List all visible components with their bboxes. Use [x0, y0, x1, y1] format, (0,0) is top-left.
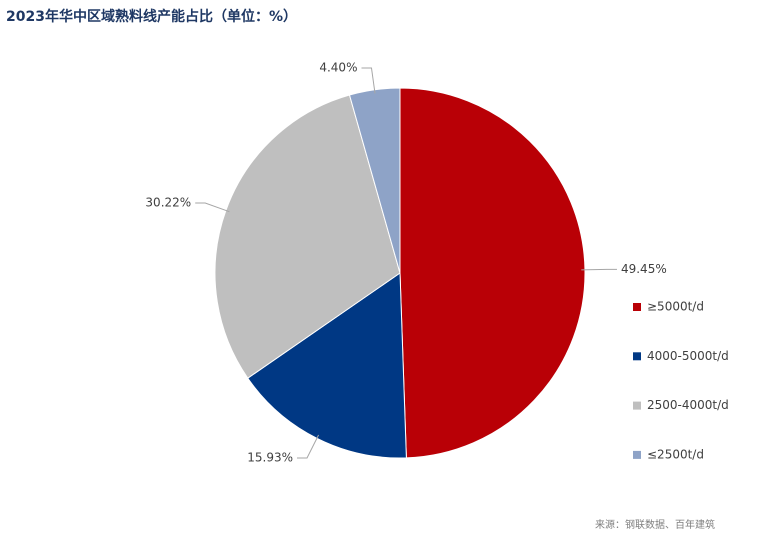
- legend-swatch: [633, 303, 641, 311]
- legend-label: 2500-4000t/d: [647, 398, 729, 412]
- source-note: 来源：钢联数据、百年建筑: [595, 518, 715, 531]
- chart-title: 2023年华中区域熟料线产能占比（单位：%）: [6, 8, 297, 25]
- leader-line: [195, 202, 230, 213]
- legend-swatch: [633, 401, 641, 410]
- legend-label: ≤2500t/d: [647, 447, 704, 461]
- pie-slice: [399, 87, 586, 459]
- legend-swatch: [633, 450, 641, 459]
- legend-label: ≥5000t/d: [647, 300, 704, 314]
- data-label: 30.22%: [145, 196, 191, 210]
- legend-label: 4000-5000t/d: [647, 349, 729, 363]
- data-label: 49.45%: [621, 262, 667, 276]
- data-label: 4.40%: [319, 60, 357, 74]
- leader-line: [361, 67, 376, 94]
- data-label: 15.93%: [247, 450, 293, 464]
- leader-line: [297, 434, 320, 459]
- legend-swatch: [633, 352, 641, 361]
